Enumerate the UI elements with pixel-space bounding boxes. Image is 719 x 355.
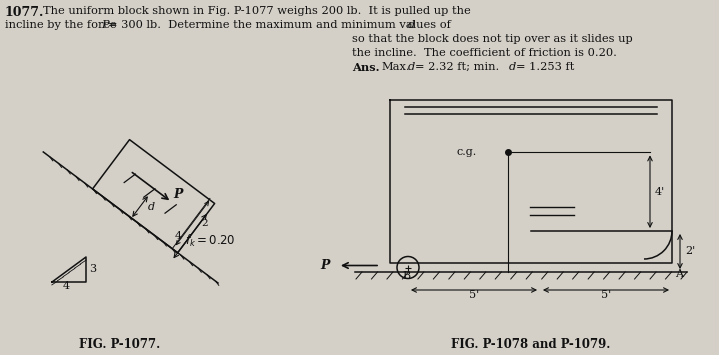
Text: d: d [148, 202, 155, 212]
Text: A: A [675, 269, 683, 279]
Text: d: d [408, 62, 416, 72]
Text: 5': 5' [601, 290, 611, 300]
Text: Ans.: Ans. [352, 62, 380, 73]
Text: 1077.: 1077. [5, 6, 45, 19]
Text: Max.: Max. [381, 62, 410, 72]
Text: 5': 5' [469, 290, 479, 300]
Text: 4: 4 [175, 231, 182, 241]
Text: incline by the force: incline by the force [5, 20, 116, 30]
Text: = 1.253 ft: = 1.253 ft [516, 62, 574, 72]
Text: d: d [408, 20, 416, 30]
Text: 2: 2 [201, 219, 208, 228]
Text: P: P [320, 259, 329, 272]
Text: FIG. P-1078 and P-1079.: FIG. P-1078 and P-1079. [452, 338, 610, 351]
Text: d: d [509, 62, 516, 72]
Text: The uniform block shown in Fig. P-1077 weighs 200 lb.  It is pulled up the: The uniform block shown in Fig. P-1077 w… [43, 6, 471, 16]
Text: = 2.32 ft; min.: = 2.32 ft; min. [415, 62, 499, 72]
Text: $f_k=0.20$: $f_k=0.20$ [185, 233, 235, 249]
Text: P: P [174, 188, 183, 201]
Text: FIG. P-1077.: FIG. P-1077. [79, 338, 160, 351]
Text: P: P [101, 20, 109, 30]
Text: c.g.: c.g. [456, 147, 477, 157]
Text: so that the block does not tip over as it slides up: so that the block does not tip over as i… [352, 34, 633, 44]
Text: 2': 2' [685, 246, 695, 257]
Text: = 300 lb.  Determine the maximum and minimum values of: = 300 lb. Determine the maximum and mini… [108, 20, 451, 30]
Text: the incline.  The coefficient of friction is 0.20.: the incline. The coefficient of friction… [352, 48, 617, 58]
Text: 4': 4' [655, 187, 665, 197]
Text: 4: 4 [63, 281, 70, 291]
Text: B: B [402, 271, 410, 281]
Text: 3: 3 [89, 264, 96, 274]
